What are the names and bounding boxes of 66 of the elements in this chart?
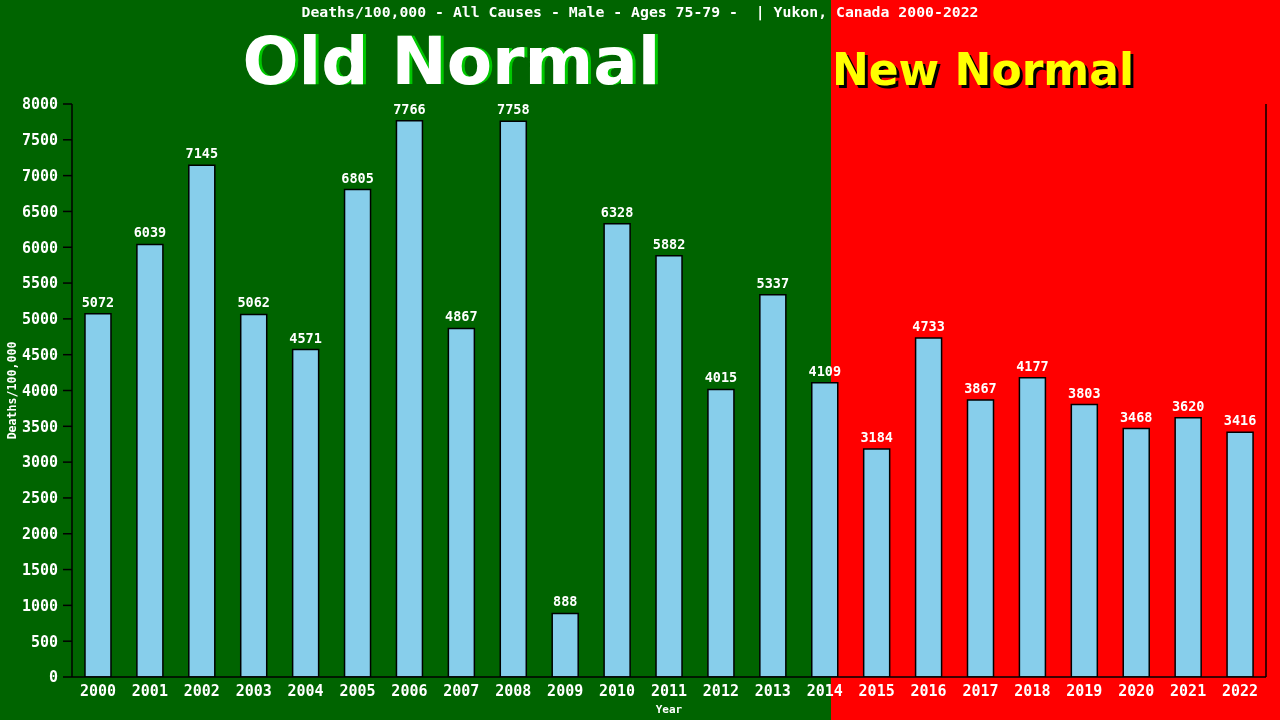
x-tick-label: 2013 [754, 681, 791, 700]
data-label: 3803 [1068, 384, 1101, 401]
y-tick-label: 1000 [21, 596, 58, 615]
x-tick-label: 2011 [650, 681, 688, 700]
y-tick-label: 3000 [21, 453, 58, 472]
y-tick-label: 2500 [21, 489, 58, 508]
x-tick-label: 2015 [858, 681, 895, 700]
x-tick-label: 2017 [962, 681, 999, 700]
y-axis-title: Deaths/100,000 [5, 341, 19, 440]
y-tick-label: 4000 [21, 381, 58, 400]
x-tick-label: 2010 [599, 681, 636, 700]
x-tick-label: 2009 [547, 681, 584, 700]
data-label: 7145 [185, 145, 219, 162]
data-label: 6805 [341, 169, 374, 186]
y-tick-label: 4500 [21, 346, 58, 365]
data-label: 5882 [652, 235, 686, 252]
data-label: 4177 [1016, 357, 1049, 374]
data-label: 6039 [133, 224, 167, 241]
data-label: 3867 [964, 380, 997, 397]
data-label: 4733 [912, 318, 945, 334]
x-tick-label: 2018 [1014, 681, 1051, 700]
x-tick-label: 2002 [183, 681, 220, 700]
data-label: 4867 [445, 308, 478, 325]
y-tick-label: 3500 [21, 417, 58, 436]
y-tick-label: 2000 [21, 525, 58, 544]
x-tick-label: 2007 [443, 681, 480, 700]
x-tick-label: 2008 [495, 681, 532, 700]
y-tick-label: 7000 [21, 166, 58, 185]
data-label: 5072 [81, 293, 115, 310]
y-tick-label: 6500 [21, 202, 58, 221]
x-tick-label: 2021 [1170, 681, 1207, 700]
data-label: 7766 [393, 100, 426, 117]
x-tick-label: 2012 [702, 681, 739, 700]
data-label: 888 [553, 593, 578, 610]
data-label: 4571 [289, 329, 322, 346]
y-tick-label: 500 [30, 632, 58, 651]
data-label: 6328 [600, 203, 634, 220]
data-label: 3184 [860, 428, 893, 445]
x-tick-label: 2019 [1066, 681, 1103, 700]
x-tick-label: 2022 [1221, 681, 1259, 700]
x-tick-label: 2000 [79, 681, 117, 700]
y-tick-label: 8000 [21, 95, 58, 114]
x-tick-label: 2004 [287, 681, 324, 700]
x-tick-label: 2016 [910, 681, 947, 700]
data-label: 7758 [497, 101, 530, 118]
data-label: 4015 [704, 369, 738, 386]
x-tick-label: 2001 [131, 681, 168, 700]
x-axis-title: Year [655, 703, 683, 716]
data-label: 3620 [1171, 397, 1205, 414]
band-label: New Normal [831, 44, 1134, 96]
y-tick-label: 1500 [21, 560, 58, 579]
data-label: 5337 [756, 274, 790, 291]
data-label: 3416 [1223, 412, 1257, 429]
x-tick-label: 2005 [339, 681, 376, 700]
data-label: 3468 [1119, 408, 1153, 425]
chart-title: Deaths/100,000 - All Causes - Male - Ages 75-79 - | Yukon, Canada 2000-2022 [301, 3, 979, 21]
y-tick-label: 5500 [21, 274, 58, 293]
x-tick-label: 2003 [235, 681, 272, 700]
y-tick-label: 6000 [21, 238, 58, 257]
x-tick-label: 2006 [391, 681, 428, 700]
x-tick-label: 2020 [1118, 681, 1155, 700]
y-tick-label: 0 [48, 668, 58, 687]
data-label: 5062 [237, 294, 270, 311]
y-tick-label: 7500 [21, 131, 58, 150]
y-tick-label: 5000 [21, 310, 58, 329]
band-label: Old Normal [242, 22, 661, 101]
